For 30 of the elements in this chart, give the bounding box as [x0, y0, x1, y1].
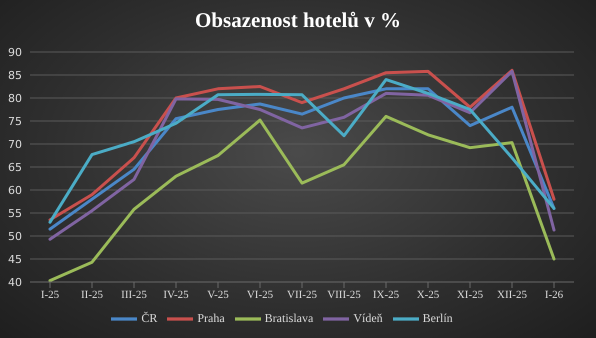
legend-label: Berlín: [422, 310, 453, 325]
x-tick-label: IX-25: [372, 288, 400, 301]
y-tick-label: 40: [8, 276, 22, 289]
y-tick-label: 85: [8, 68, 22, 82]
y-tick-label: 65: [8, 160, 22, 174]
legend-label: Bratislava: [264, 310, 314, 325]
x-tick-label: V-25: [207, 288, 230, 301]
x-tick-label: III-25: [121, 288, 148, 301]
x-tick-label: VI-25: [246, 288, 274, 301]
x-tick-label: XI-25: [456, 288, 484, 301]
legend-label: Vídeň: [353, 310, 383, 325]
x-tick-label: IV-25: [163, 288, 190, 301]
chart-title: Obsazenost hotelů v %: [194, 8, 402, 33]
y-tick-label: 55: [8, 206, 22, 220]
legend-label: ČR: [141, 310, 158, 325]
legend-label: Praha: [197, 310, 225, 325]
x-tick-label: VII-25: [287, 288, 318, 301]
y-tick-label: 70: [8, 138, 22, 151]
x-tick-label: XII-25: [497, 288, 528, 301]
y-tick-label: 50: [8, 230, 22, 243]
x-tick-label: I-26: [544, 288, 564, 301]
x-tick-label: I-25: [40, 288, 60, 301]
y-tick-label: 60: [8, 184, 22, 197]
y-tick-label: 80: [8, 92, 22, 105]
y-tick-label: 45: [8, 252, 22, 266]
y-tick-label: 75: [8, 114, 22, 128]
x-tick-label: VIII-25: [327, 288, 362, 301]
x-tick-label: X-25: [416, 288, 440, 301]
y-tick-label: 90: [8, 46, 22, 59]
x-tick-label: II-25: [81, 288, 104, 301]
